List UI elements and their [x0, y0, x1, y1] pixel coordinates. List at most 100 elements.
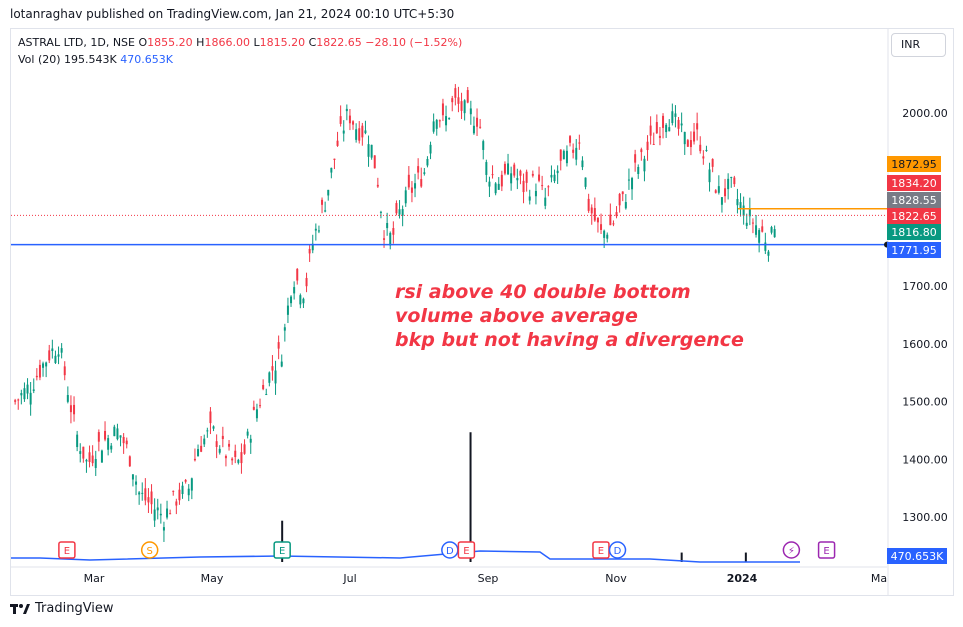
volume-ma-value: 470.653K: [120, 53, 173, 66]
open-label: O: [138, 36, 148, 49]
candle-body: [308, 248, 311, 254]
candle-body: [280, 361, 283, 367]
candle-body: [35, 375, 38, 378]
candle-body: [420, 179, 423, 187]
candle-body: [255, 409, 258, 419]
candle-body: [321, 199, 324, 205]
candle-body: [516, 178, 519, 181]
candle-body: [274, 370, 277, 384]
candle-body: [389, 232, 392, 246]
candle-body: [42, 363, 45, 368]
candle-body: [565, 150, 568, 164]
candle-body: [259, 405, 262, 407]
candle-body: [578, 142, 581, 144]
text-annotation[interactable]: rsi above 40 double bottom volume above …: [395, 280, 744, 352]
candle-body: [748, 208, 751, 217]
event-marker[interactable]: S: [140, 541, 159, 559]
candle-body: [162, 527, 165, 531]
candle-body: [426, 158, 429, 166]
event-marker-letter: ⚡: [788, 546, 795, 557]
candle-body: [355, 129, 358, 140]
event-marker[interactable]: D: [441, 541, 459, 559]
symbol-title[interactable]: ASTRAL LTD, 1D, NSE: [18, 36, 135, 49]
candle-body: [159, 513, 162, 516]
ohlc-legend: ASTRAL LTD, 1D, NSE O1855.20 H1866.00 L1…: [18, 36, 462, 49]
candle-body: [627, 179, 630, 181]
event-marker[interactable]: E: [273, 541, 291, 559]
candle-body: [454, 88, 457, 98]
event-marker[interactable]: E: [592, 541, 610, 559]
event-marker-letter: D: [446, 546, 454, 557]
candle-body: [45, 362, 48, 367]
event-marker[interactable]: E: [817, 541, 836, 559]
price-tick-label: 1600.00: [902, 338, 948, 351]
candle-body: [110, 445, 113, 450]
candle-body: [302, 298, 305, 304]
candle-body: [755, 225, 758, 235]
candle-body: [432, 121, 435, 132]
candle-body: [739, 202, 742, 209]
candle-body: [500, 174, 503, 187]
candle-body: [531, 173, 534, 176]
candle-body: [534, 190, 537, 197]
candle-body: [600, 224, 603, 230]
candle-body: [751, 222, 754, 224]
candle-body: [727, 178, 730, 190]
candle-body: [169, 513, 172, 515]
candle-body: [395, 203, 398, 214]
candle-body: [398, 209, 401, 215]
candle-body: [190, 478, 193, 491]
candle-body: [736, 199, 739, 206]
candle-body: [637, 166, 640, 175]
candle-body: [730, 176, 733, 178]
price-label-text: 1771.95: [891, 244, 937, 257]
candle-body: [367, 144, 370, 157]
candle-body: [51, 348, 54, 352]
price-tick-label: 1300.00: [902, 511, 948, 524]
candle-body: [491, 174, 494, 176]
candle-body: [469, 108, 472, 115]
candle-body: [54, 355, 57, 363]
candle-body: [48, 350, 51, 361]
currency-button[interactable]: INR: [891, 33, 946, 57]
candle-body: [212, 426, 215, 429]
event-marker[interactable]: ⚡: [782, 541, 801, 559]
candle-body: [550, 174, 553, 178]
candle-body: [612, 223, 615, 225]
event-marker[interactable]: E: [58, 541, 76, 559]
candle-body: [609, 214, 612, 226]
candle-body: [125, 440, 128, 445]
candle-body: [296, 269, 299, 281]
candle-body: [262, 384, 265, 390]
candle-body: [283, 327, 286, 331]
candle-body: [693, 131, 696, 142]
candle-body: [584, 177, 587, 187]
candle-body: [252, 406, 255, 410]
chart-pane[interactable]: [10, 28, 954, 596]
candle-body: [361, 125, 364, 138]
candle-body: [221, 435, 224, 440]
candle-body: [665, 124, 668, 133]
candle-body: [575, 147, 578, 160]
candle-body: [547, 186, 550, 188]
candle-body: [135, 481, 138, 485]
candle-body: [299, 295, 302, 305]
candle-body: [680, 123, 683, 126]
time-tick-label: Sep: [478, 572, 499, 585]
open-value: 1855.20: [147, 36, 193, 49]
candle-body: [166, 508, 169, 518]
candle-body: [327, 189, 330, 196]
candle-body: [60, 348, 63, 353]
candle-body: [652, 143, 655, 145]
candle-body: [407, 174, 410, 188]
event-marker[interactable]: D: [608, 541, 627, 559]
candle-body: [197, 449, 200, 457]
volume-label[interactable]: Vol (20): [18, 53, 61, 66]
event-marker[interactable]: E: [457, 541, 476, 559]
candle-body: [559, 149, 562, 161]
high-value: 1866.00: [204, 36, 250, 49]
tradingview-brand[interactable]: TradingView: [10, 601, 114, 616]
candle-body: [116, 428, 119, 440]
candle-body: [392, 228, 395, 235]
